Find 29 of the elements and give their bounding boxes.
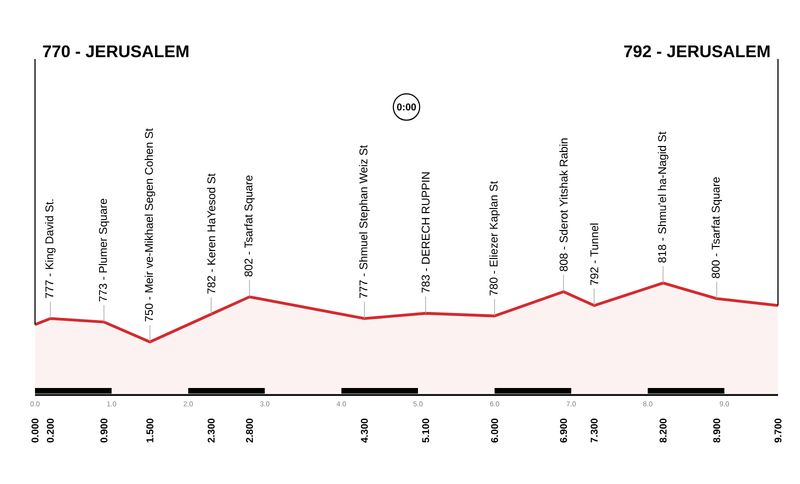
- x-tick-label: 0.900: [100, 418, 108, 442]
- x-tick-label: 8.200: [660, 418, 667, 443]
- data-label: 783 - DERECH RUPPIN: [422, 172, 430, 293]
- data-label: 808 - Sderot Yitshak Rabin: [559, 138, 568, 272]
- text: 0:00: [397, 104, 416, 110]
- x-tick-label: 9.700: [774, 418, 782, 443]
- x-tick-label: 5.100: [422, 418, 430, 443]
- x-tick-label: 6.900: [560, 418, 567, 443]
- data-label: 777 - Shmuel Stephan Weiz St: [359, 145, 370, 298]
- data-label: 782 - Keren HaYesod St: [207, 173, 216, 294]
- data-label: 773 - Plumer Square: [98, 198, 110, 302]
- data-label: 770 - JERUSALEM: [43, 45, 188, 58]
- x-tick-label: 0.000: [32, 418, 38, 442]
- x-tick-label: 7.300: [590, 418, 598, 442]
- data-label: 802 - Tsarfat Square: [244, 176, 255, 276]
- x-tick-label: 6.000: [491, 418, 498, 443]
- x-tick-label: 1.500: [146, 418, 154, 442]
- data-label: 777 - King David St.: [45, 200, 56, 298]
- data-label: 800 - Tsarfat Square: [711, 177, 722, 278]
- x-tick-label: 8.900: [713, 418, 720, 443]
- data-label: 780 - Eliezer Kaplan St: [489, 181, 500, 296]
- x-tick-label: 2.800: [246, 418, 253, 443]
- x-tick-label: 4.300: [360, 418, 368, 443]
- x-tick-label: 0.200: [46, 418, 54, 442]
- data-label: 750 - Meir ve-Mikhael Segen Cohen St: [144, 128, 156, 322]
- data-label: 792 - JERUSALEM: [624, 45, 770, 58]
- x-tick-label: 2.300: [208, 418, 215, 443]
- data-label: 818 - Shmu'el ha-Nagid St: [658, 132, 668, 263]
- data-label: 792 - Tunnel: [590, 224, 598, 285]
